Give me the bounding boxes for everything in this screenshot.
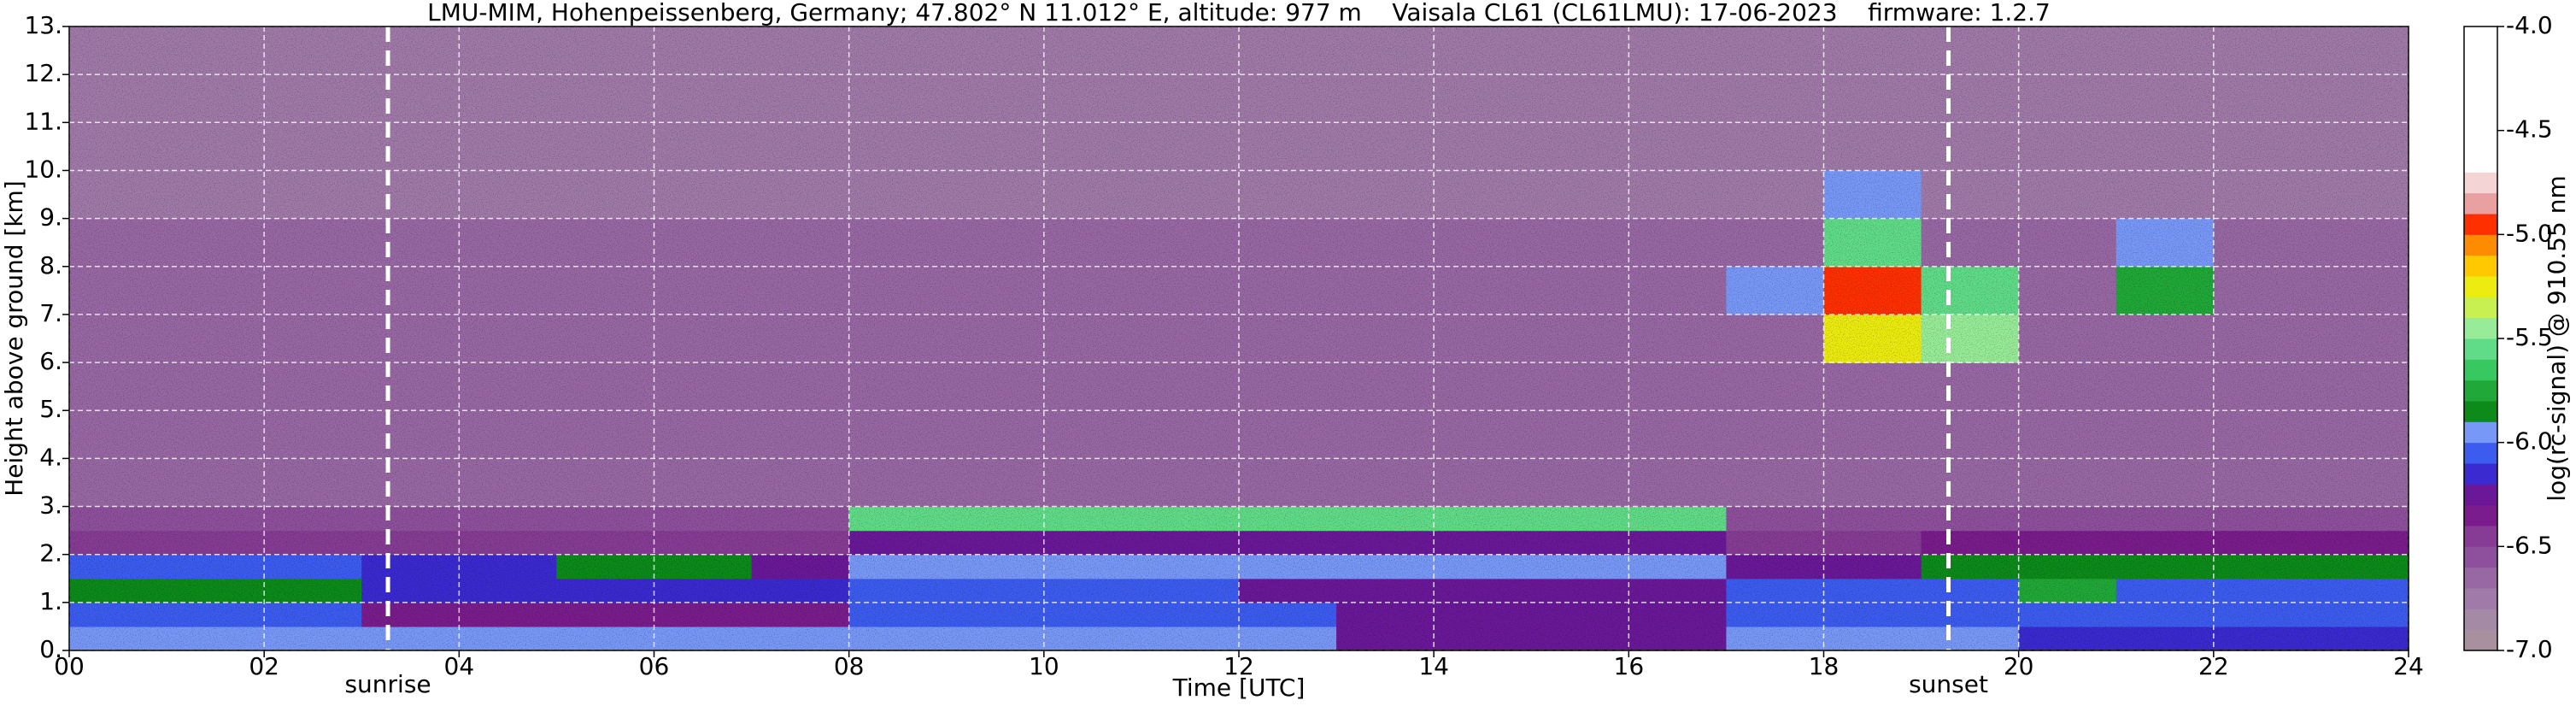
y-axis-label: Height above ground [km]: [0, 180, 28, 497]
y-tick-label: 5.: [39, 395, 62, 423]
colorbar-swatch: [2464, 567, 2497, 589]
x-tick-label: 06: [639, 652, 670, 680]
colorbar-swatch: [2464, 151, 2497, 173]
y-tick-label: 2.: [39, 539, 62, 568]
colorbar-swatch: [2464, 109, 2497, 132]
colorbar-swatch: [2464, 359, 2497, 381]
colorbar-swatch: [2464, 442, 2497, 464]
y-tick-label: 4.: [39, 443, 62, 471]
x-tick-label: 24: [2393, 652, 2424, 680]
colorbar-swatch: [2464, 192, 2497, 215]
colorbar-swatch: [2464, 214, 2497, 235]
colorbar-tick-label: -6.0: [2506, 427, 2553, 456]
colorbar-tick-label: -4.5: [2506, 115, 2553, 144]
colorbar-swatch: [2464, 317, 2497, 339]
colorbar-swatch: [2464, 484, 2497, 506]
colorbar-swatch: [2464, 276, 2497, 297]
colorbar-swatch: [2464, 401, 2497, 422]
y-tick-label: 13.: [24, 11, 62, 39]
colorbar-tick-label: -4.0: [2506, 11, 2553, 39]
colorbar-swatch: [2464, 421, 2497, 444]
annotation-label: sunrise: [344, 670, 431, 698]
x-tick-label: 14: [1418, 652, 1449, 680]
x-tick-label: 02: [249, 652, 279, 680]
colorbar-swatch: [2464, 234, 2497, 256]
y-tick-label: 6.: [39, 347, 62, 375]
x-tick-label: 12: [1223, 652, 1254, 680]
colorbar-swatch: [2464, 629, 2497, 651]
colorbar-swatch: [2464, 463, 2497, 485]
colorbar-swatch: [2464, 609, 2497, 631]
colorbar-swatch: [2464, 546, 2497, 568]
colorbar-label: log(rc-signal) @ 910.55 nm: [2543, 175, 2571, 501]
colorbar-swatch: [2464, 47, 2497, 69]
y-tick-label: 8.: [39, 251, 62, 279]
colorbar-swatch: [2464, 297, 2497, 319]
colorbar-swatch: [2464, 338, 2497, 360]
annotation-label: sunset: [1909, 670, 1988, 698]
y-tick-label: 0.: [39, 635, 62, 663]
colorbar-swatch: [2464, 68, 2497, 90]
y-tick-label: 3.: [39, 491, 62, 520]
colorbar-swatch: [2464, 26, 2497, 48]
colorbar-tick-label: -5.5: [2506, 323, 2553, 351]
colorbar-swatch: [2464, 588, 2497, 609]
x-tick-label: 08: [834, 652, 865, 680]
colorbar-swatch: [2464, 89, 2497, 110]
x-tick-label: 18: [1809, 652, 1840, 680]
x-tick-label: 00: [54, 652, 85, 680]
y-tick-label: 1.: [39, 587, 62, 615]
y-tick-label: 7.: [39, 299, 62, 327]
colorbar-swatch: [2464, 379, 2497, 402]
x-axis-label: Time [UTC]: [1172, 674, 1306, 702]
x-tick-label: 20: [2004, 652, 2034, 680]
colorbar-tick-label: -6.5: [2506, 531, 2553, 559]
colorbar-tick-label: -5.0: [2506, 219, 2553, 247]
y-tick-label: 9.: [39, 203, 62, 232]
colorbar-swatch: [2464, 255, 2497, 277]
colorbar-swatch: [2464, 504, 2497, 527]
colorbar-swatch: [2464, 130, 2497, 152]
y-tick-label: 11.: [24, 107, 62, 135]
y-tick-label: 12.: [24, 59, 62, 87]
x-tick-label: 16: [1614, 652, 1645, 680]
plot-frame: [68, 26, 2409, 651]
colorbar-swatch: [2464, 172, 2497, 194]
x-tick-label: 10: [1029, 652, 1059, 680]
x-tick-label: 04: [444, 652, 475, 680]
colorbar-tick-label: -7.0: [2506, 635, 2553, 663]
x-tick-label: 22: [2198, 652, 2229, 680]
colorbar-swatch: [2464, 526, 2497, 547]
y-tick-label: 10.: [24, 155, 62, 183]
chart-title: LMU-MIM, Hohenpeissenberg, Germany; 47.8…: [427, 0, 2051, 26]
